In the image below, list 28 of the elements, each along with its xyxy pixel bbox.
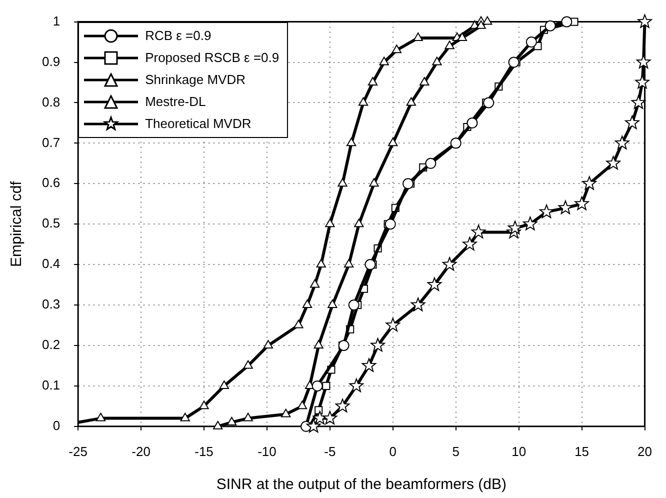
legend-label: Theoretical MVDR (145, 116, 252, 132)
y-tick-label: 0.9 (42, 54, 60, 69)
legend-label: Proposed RSCB ε =0.9 (145, 50, 280, 66)
x-tick-label: 0 (389, 444, 397, 459)
legend-label: RCB ε =0.9 (145, 28, 212, 44)
y-tick-label: 0 (52, 418, 60, 433)
x-axis-title: SINR at the output of the beamformers (dB) (216, 476, 506, 494)
x-tick-label: -20 (132, 444, 150, 459)
y-tick-label: 0.7 (42, 134, 60, 150)
x-tick-label: 10 (512, 444, 526, 459)
y-tick-label: 0.4 (42, 256, 60, 272)
x-tick-label: 15 (574, 444, 590, 459)
x-tick-label: 20 (638, 444, 652, 459)
y-tick-label: 1 (52, 13, 60, 28)
y-tick-label: 0.2 (42, 337, 60, 352)
x-tick-label: -15 (194, 444, 214, 459)
y-axis-title: Empirical cdf (8, 180, 26, 268)
y-tick-label: 0.3 (42, 296, 60, 312)
x-tick-label: -5 (324, 444, 336, 459)
legend-label: Mestre-DL (145, 94, 206, 110)
y-tick-label: 0.1 (42, 378, 60, 393)
y-tick-label: 0.8 (42, 94, 60, 110)
x-tick-label: -10 (258, 444, 276, 459)
y-tick-label: 0.6 (42, 175, 60, 190)
legend-label: Shrinkage MVDR (145, 72, 246, 88)
x-tick-label: -25 (68, 444, 88, 459)
y-tick-label: 0.5 (42, 216, 60, 231)
x-tick-label: 5 (452, 444, 460, 459)
